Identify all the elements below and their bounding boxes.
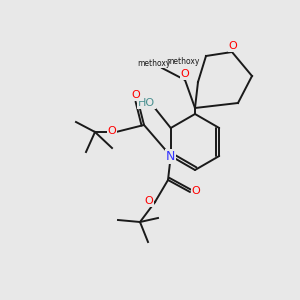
Text: O: O xyxy=(192,186,200,196)
Text: HO: HO xyxy=(138,98,155,108)
Text: N: N xyxy=(166,149,176,163)
Text: methoxy: methoxy xyxy=(137,58,171,68)
Text: O: O xyxy=(145,196,153,206)
Text: O: O xyxy=(229,41,237,51)
Text: methoxy: methoxy xyxy=(166,57,200,66)
Text: O: O xyxy=(181,69,189,79)
Text: O: O xyxy=(108,126,116,136)
Text: O: O xyxy=(132,90,140,100)
